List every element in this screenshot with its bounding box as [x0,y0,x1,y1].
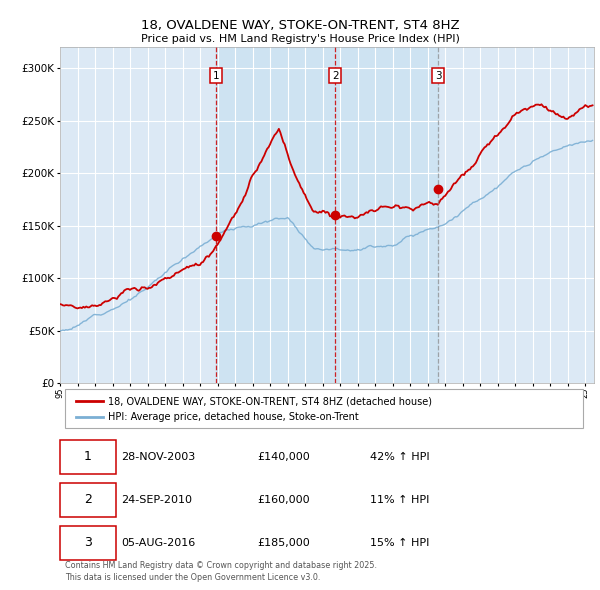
Text: 18, OVALDENE WAY, STOKE-ON-TRENT, ST4 8HZ: 18, OVALDENE WAY, STOKE-ON-TRENT, ST4 8H… [140,19,460,32]
Text: 24-SEP-2010: 24-SEP-2010 [121,495,193,505]
Text: Contains HM Land Registry data © Crown copyright and database right 2025.
This d: Contains HM Land Registry data © Crown c… [65,560,377,582]
Bar [216,47,438,384]
FancyBboxPatch shape [60,483,116,517]
Text: 28-NOV-2003: 28-NOV-2003 [121,452,196,462]
Text: HPI: Average price, detached house, Stoke-on-Trent: HPI: Average price, detached house, Stok… [108,412,359,422]
Text: 1: 1 [212,71,220,81]
Text: £140,000: £140,000 [257,452,310,462]
Text: Price paid vs. HM Land Registry's House Price Index (HPI): Price paid vs. HM Land Registry's House … [140,34,460,44]
Text: 05-AUG-2016: 05-AUG-2016 [121,537,196,548]
Text: 2: 2 [84,493,92,506]
Text: 3: 3 [84,536,92,549]
Text: 3: 3 [434,71,442,81]
FancyBboxPatch shape [60,526,116,560]
Text: 15% ↑ HPI: 15% ↑ HPI [370,537,429,548]
Text: £160,000: £160,000 [257,495,310,505]
Text: 2: 2 [332,71,339,81]
Text: 11% ↑ HPI: 11% ↑ HPI [370,495,429,505]
FancyBboxPatch shape [60,440,116,474]
Text: 1: 1 [84,451,92,464]
FancyBboxPatch shape [65,389,583,428]
Text: 42% ↑ HPI: 42% ↑ HPI [370,452,430,462]
Text: £185,000: £185,000 [257,537,310,548]
Text: 18, OVALDENE WAY, STOKE-ON-TRENT, ST4 8HZ (detached house): 18, OVALDENE WAY, STOKE-ON-TRENT, ST4 8H… [108,396,432,406]
